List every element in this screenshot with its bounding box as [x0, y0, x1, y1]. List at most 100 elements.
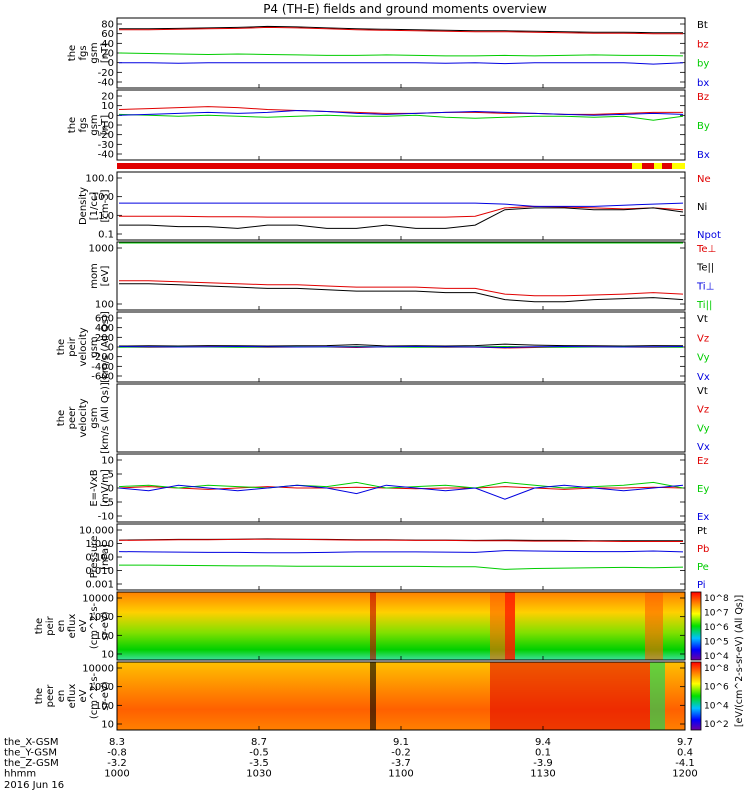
panel-4: 1000 100 mom [eV] Te⊥ Te|| Ti⊥ Ti|| [89, 241, 716, 311]
series-line-Ne [119, 205, 684, 218]
heatmap-background [117, 592, 685, 660]
y-axis-label: E=-VxB [89, 469, 100, 506]
series-line-Bx [118, 109, 684, 116]
x-axis-labels: the_X-GSM 8.3 8.7 9.1 9.4 9.7 the_Y-GSM -0.8 -0.… [4, 737, 698, 780]
legend-Vy: Vy [697, 423, 710, 434]
y-tick-label: 0.100 [85, 553, 114, 564]
y-axis-label: [nPa] [100, 544, 111, 570]
y-axis-label: gsm [89, 407, 100, 428]
y-tick-label: 400 [95, 323, 114, 334]
y-tick-label: 0.001 [85, 580, 114, 591]
y-tick-label: 10 [101, 101, 114, 112]
series-line-Ez [118, 486, 684, 490]
x-tick-label: -3.2 [107, 758, 127, 769]
y-tick-label: 10000 [82, 664, 114, 675]
legend-by: by [697, 59, 709, 70]
y-axis-label: eV [78, 689, 89, 702]
series-line-Ey [118, 481, 684, 489]
y-tick-label: 1.0 [98, 211, 114, 222]
x-tick-label: 0.4 [677, 748, 693, 759]
x-tick-label: 1200 [672, 769, 697, 780]
y-axis-label: Pressure [89, 536, 100, 579]
y-tick-label: -20 [98, 68, 114, 79]
y-tick-label: 100 [95, 701, 114, 712]
legend-Pe: Pe [697, 562, 709, 573]
y-axis-label: eflux [67, 684, 78, 709]
x-tick-label: 9.1 [393, 737, 409, 748]
legend-Ni: Ni [697, 202, 707, 213]
colorbar-tick-label: 10^8 [704, 664, 729, 674]
x-row-label: the_Y-GSM [4, 748, 57, 759]
x-tick-label: 9.4 [535, 737, 551, 748]
y-axis-label: fgs [78, 45, 89, 60]
x-tick-label: 0.1 [535, 748, 551, 759]
x-tick-label: 1130 [530, 769, 555, 780]
y-axis-label: peer [67, 406, 78, 430]
panel-frame [116, 523, 686, 591]
series-line-Te⊥ [119, 280, 684, 297]
panel-frame [116, 383, 686, 453]
x-tick-label: 1100 [388, 769, 413, 780]
series-line-Pe [119, 564, 684, 570]
series-line-Ex [118, 484, 684, 500]
legend-Vx: Vx [697, 372, 710, 383]
y-axis-label: gsm [89, 114, 100, 135]
y-tick-label: 10.0 [92, 192, 114, 203]
legend-Pi: Pi [697, 580, 706, 591]
y-axis-label: [nT] [100, 115, 111, 135]
legend-bz: bz [697, 39, 709, 50]
heatmap-feature [505, 592, 515, 660]
heatmap-feature [650, 662, 665, 730]
mode-bar-red [117, 163, 632, 169]
legend-Npot: Npot [697, 230, 721, 241]
heatmap-feature [370, 592, 376, 660]
heatmap-feature [645, 592, 663, 660]
y-axis-label: [nT] [100, 43, 111, 63]
y-axis-label: [mV/m] [100, 469, 111, 507]
panel-frame [116, 89, 686, 161]
y-axis-label: sr-eV) [100, 611, 111, 640]
y-tick-label: 5 [108, 470, 114, 481]
panel-10: 10000 1000 100 10 the peer en eflux eV (cm^2-s-sr… [34, 661, 686, 731]
legend-Ne: Ne [697, 174, 711, 185]
series-line-Npot [119, 202, 684, 207]
y-tick-label: 10 [101, 650, 114, 661]
y-axis-label: gsm [89, 336, 100, 357]
legend-Ti||: Ti|| [696, 300, 712, 311]
y-tick-label: -40 [98, 150, 114, 161]
y-axis-label: [1/cc] [89, 192, 100, 221]
y-axis-label: [km/s (All Qs)] [100, 311, 111, 383]
series-line-Vx [118, 345, 684, 349]
y-axis-label: (cm^2-s- [89, 672, 100, 719]
y-tick-label: 1000 [89, 244, 114, 255]
panel-7: 10 5 0 -5 -10 E=-VxB [mV/m] Ez Ey Ex [89, 453, 709, 523]
colorbar-top [690, 591, 702, 661]
x-tick-label: 1000 [104, 769, 129, 780]
y-tick-label: 20 [101, 49, 114, 60]
y-tick-label: -40 [98, 78, 114, 89]
y-axis-label: the [34, 618, 45, 634]
y-axis-label: [cm-3] [100, 189, 111, 222]
legend-Te||: Te|| [696, 263, 714, 274]
colorbar-label: [eV/(cm^2-s-sr-eV) (All Qs)] [734, 595, 745, 727]
x-tick-label: -3.9 [533, 758, 553, 769]
figure-title: P4 (TH-E) fields and ground moments over… [263, 2, 547, 16]
y-tick-label: 10 [101, 456, 114, 467]
y-tick-label: -20 [98, 130, 114, 141]
colorbar-tick-label: 10^2 [704, 720, 729, 730]
y-tick-label: 0 [108, 111, 114, 122]
colorbar-bottom [690, 661, 702, 731]
y-tick-label: 10.000 [79, 526, 114, 537]
series-line-Pi [118, 550, 684, 554]
legend-Vy: Vy [697, 353, 710, 364]
y-tick-label: 1.000 [85, 539, 114, 550]
y-tick-label: 100.0 [85, 174, 114, 185]
mode-bar [117, 163, 685, 169]
mode-bar-red-2 [642, 163, 654, 169]
legend-Ey: Ey [697, 484, 709, 495]
colorbar-tick-label: 10^8 [704, 594, 729, 604]
